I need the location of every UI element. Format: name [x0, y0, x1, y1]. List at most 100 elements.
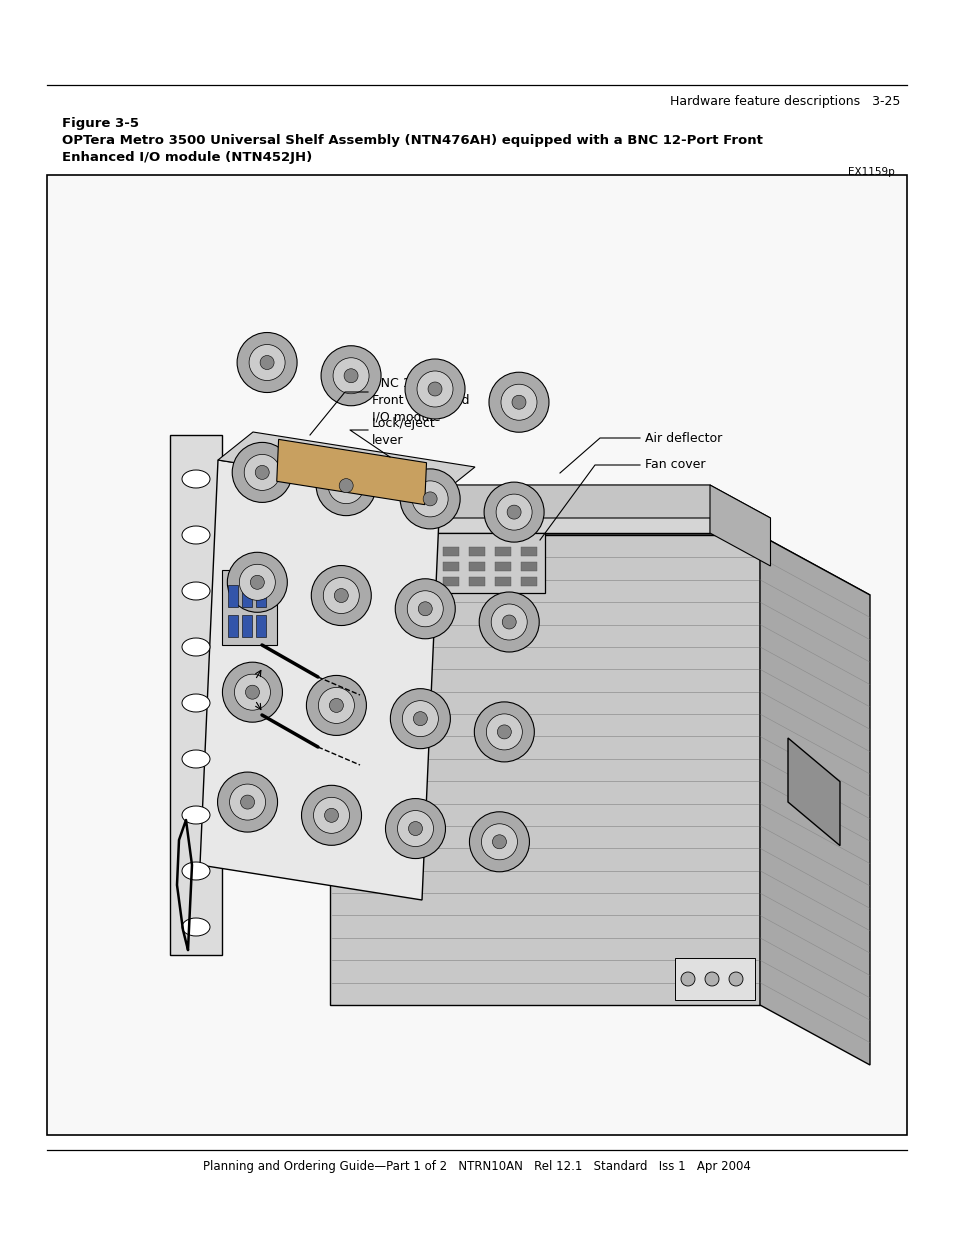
Bar [228, 585, 237, 606]
Circle shape [311, 566, 371, 626]
Circle shape [344, 369, 357, 383]
Text: Hardware feature descriptions   3-25: Hardware feature descriptions 3-25 [669, 95, 899, 107]
Circle shape [704, 972, 719, 986]
Circle shape [491, 604, 527, 640]
Text: Enhanced I/O module (NTN452JH): Enhanced I/O module (NTN452JH) [62, 151, 312, 164]
Bar [391, 577, 407, 585]
Circle shape [399, 469, 459, 529]
Polygon shape [276, 440, 426, 505]
Circle shape [232, 442, 292, 503]
Circle shape [496, 494, 532, 530]
Circle shape [428, 382, 441, 396]
Bar [330, 535, 760, 1005]
Bar [255, 585, 266, 606]
Circle shape [255, 466, 269, 479]
Bar [255, 615, 266, 637]
Bar [469, 577, 484, 585]
Circle shape [390, 689, 450, 748]
Text: Guide
pins: Guide pins [221, 676, 257, 705]
Circle shape [222, 662, 282, 722]
Circle shape [334, 589, 348, 603]
Text: OPTera Metro 3500 Universal Shelf Assembly (NTN476AH) equipped with a BNC 12-Por: OPTera Metro 3500 Universal Shelf Assemb… [62, 135, 762, 147]
Circle shape [486, 714, 522, 750]
Circle shape [239, 564, 275, 600]
Text: Fan cover: Fan cover [644, 458, 705, 472]
Bar [416, 547, 433, 556]
Circle shape [240, 795, 254, 809]
Polygon shape [218, 432, 475, 495]
Ellipse shape [182, 582, 210, 600]
Bar [469, 562, 484, 571]
Circle shape [501, 615, 516, 629]
Circle shape [416, 370, 453, 408]
Circle shape [497, 725, 511, 739]
Polygon shape [709, 485, 770, 566]
Ellipse shape [182, 526, 210, 543]
Circle shape [230, 784, 265, 820]
Text: Air deflector: Air deflector [644, 431, 721, 445]
Text: EX1159p: EX1159p [847, 167, 894, 177]
Circle shape [512, 395, 525, 409]
Circle shape [478, 592, 538, 652]
Text: Lock/eject
lever: Lock/eject lever [372, 417, 436, 447]
Circle shape [329, 699, 343, 713]
Bar [338, 562, 355, 571]
Bar [469, 547, 484, 556]
Circle shape [507, 505, 520, 519]
Circle shape [728, 972, 742, 986]
Bar [222, 571, 276, 645]
Bar [338, 547, 355, 556]
Ellipse shape [182, 750, 210, 768]
Circle shape [250, 576, 264, 589]
Ellipse shape [182, 638, 210, 656]
Circle shape [492, 835, 506, 848]
Bar [391, 562, 407, 571]
Bar [520, 562, 537, 571]
Polygon shape [787, 739, 840, 846]
Circle shape [321, 346, 380, 406]
Bar [313, 562, 329, 571]
Circle shape [234, 674, 270, 710]
Circle shape [500, 384, 537, 420]
Circle shape [417, 601, 432, 616]
Bar [675, 958, 754, 1000]
Circle shape [339, 479, 353, 493]
Circle shape [402, 700, 438, 736]
Polygon shape [305, 485, 770, 517]
Bar [313, 577, 329, 585]
Polygon shape [330, 535, 869, 595]
Ellipse shape [182, 806, 210, 824]
Circle shape [333, 358, 369, 394]
Circle shape [413, 711, 427, 726]
Circle shape [245, 685, 259, 699]
Circle shape [328, 468, 364, 504]
Text: Planning and Ordering Guide—Part 1 of 2   NTRN10AN   Rel 12.1   Standard   Iss 1: Planning and Ordering Guide—Part 1 of 2 … [203, 1160, 750, 1173]
Polygon shape [305, 485, 709, 534]
Bar [305, 534, 544, 593]
Bar [442, 562, 458, 571]
Circle shape [314, 798, 349, 834]
Circle shape [474, 701, 534, 762]
Circle shape [324, 809, 338, 823]
Text: BNC 12 Port
Front Enhanced
I/O module: BNC 12 Port Front Enhanced I/O module [372, 377, 469, 424]
Ellipse shape [182, 694, 210, 713]
Circle shape [407, 590, 443, 627]
Circle shape [395, 579, 455, 638]
Circle shape [306, 676, 366, 735]
Circle shape [405, 359, 464, 419]
Bar [520, 547, 537, 556]
Bar [228, 615, 237, 637]
Circle shape [244, 454, 280, 490]
Circle shape [237, 332, 296, 393]
Circle shape [412, 480, 448, 517]
Circle shape [680, 972, 695, 986]
Circle shape [469, 811, 529, 872]
Circle shape [481, 824, 517, 860]
Bar [47, 175, 906, 1135]
Circle shape [227, 552, 287, 613]
Circle shape [260, 356, 274, 369]
Bar [338, 577, 355, 585]
Bar [495, 562, 511, 571]
Circle shape [301, 785, 361, 845]
Circle shape [385, 799, 445, 858]
